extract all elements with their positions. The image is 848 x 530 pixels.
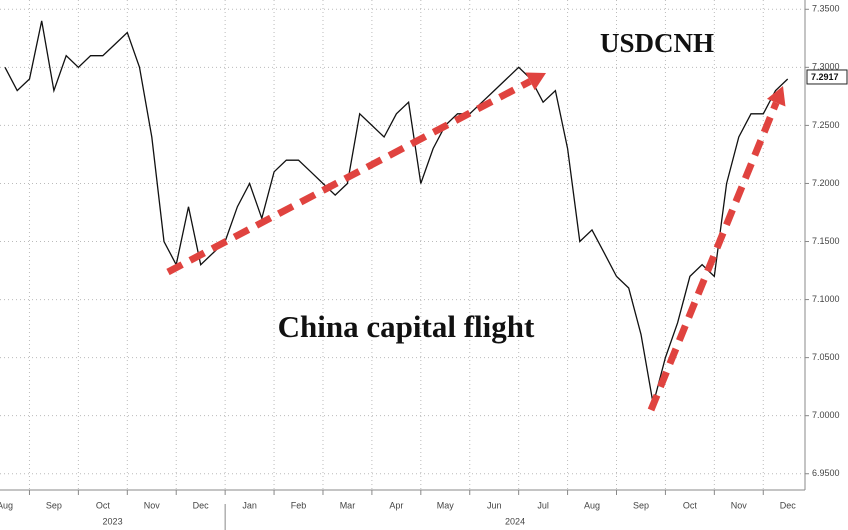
- x-tick-label: Oct: [683, 500, 698, 510]
- year-label: 2023: [103, 516, 123, 526]
- price-line: [4, 20, 789, 405]
- x-tick-label: Sep: [46, 500, 62, 510]
- y-tick-label: 6.9500: [812, 468, 840, 478]
- arrow-head: [525, 72, 546, 91]
- arrow-head: [766, 86, 786, 107]
- x-tick-label: Oct: [96, 500, 111, 510]
- y-tick-label: 7.1000: [812, 294, 840, 304]
- x-tick-label: Nov: [731, 500, 748, 510]
- y-tick-label: 7.0000: [812, 410, 840, 420]
- x-tick-label: Feb: [291, 500, 307, 510]
- x-tick-label: Apr: [389, 500, 403, 510]
- x-tick-label: Aug: [584, 500, 600, 510]
- y-tick-label: 7.3500: [812, 4, 840, 14]
- last-value-box: [806, 69, 848, 85]
- x-tick-label: May: [437, 500, 455, 510]
- y-tick-label: 7.0500: [812, 352, 840, 362]
- x-tick-label: Aug: [0, 500, 13, 510]
- annotation: China capital flight: [278, 309, 535, 344]
- x-tick-label: Dec: [193, 500, 210, 510]
- y-tick-label: 7.1500: [812, 236, 840, 246]
- arrow-shaft: [166, 78, 532, 276]
- x-tick-label: Jan: [242, 500, 257, 510]
- x-tick-label: Jun: [487, 500, 502, 510]
- x-tick-label: Jul: [537, 500, 549, 510]
- year-label: 2024: [505, 516, 525, 526]
- x-tick-label: Sep: [633, 500, 649, 510]
- x-tick-label: Dec: [780, 500, 797, 510]
- y-tick-label: 7.2000: [812, 178, 840, 188]
- y-tick-label: 7.2500: [812, 120, 840, 130]
- x-tick-label: Mar: [340, 500, 356, 510]
- chart-title: USDCNH: [600, 28, 714, 58]
- last-value-label: 7.2917: [811, 72, 839, 82]
- arrow-shaft: [647, 101, 780, 412]
- x-tick-label: Nov: [144, 500, 161, 510]
- y-tick-label: 7.3000: [812, 62, 840, 72]
